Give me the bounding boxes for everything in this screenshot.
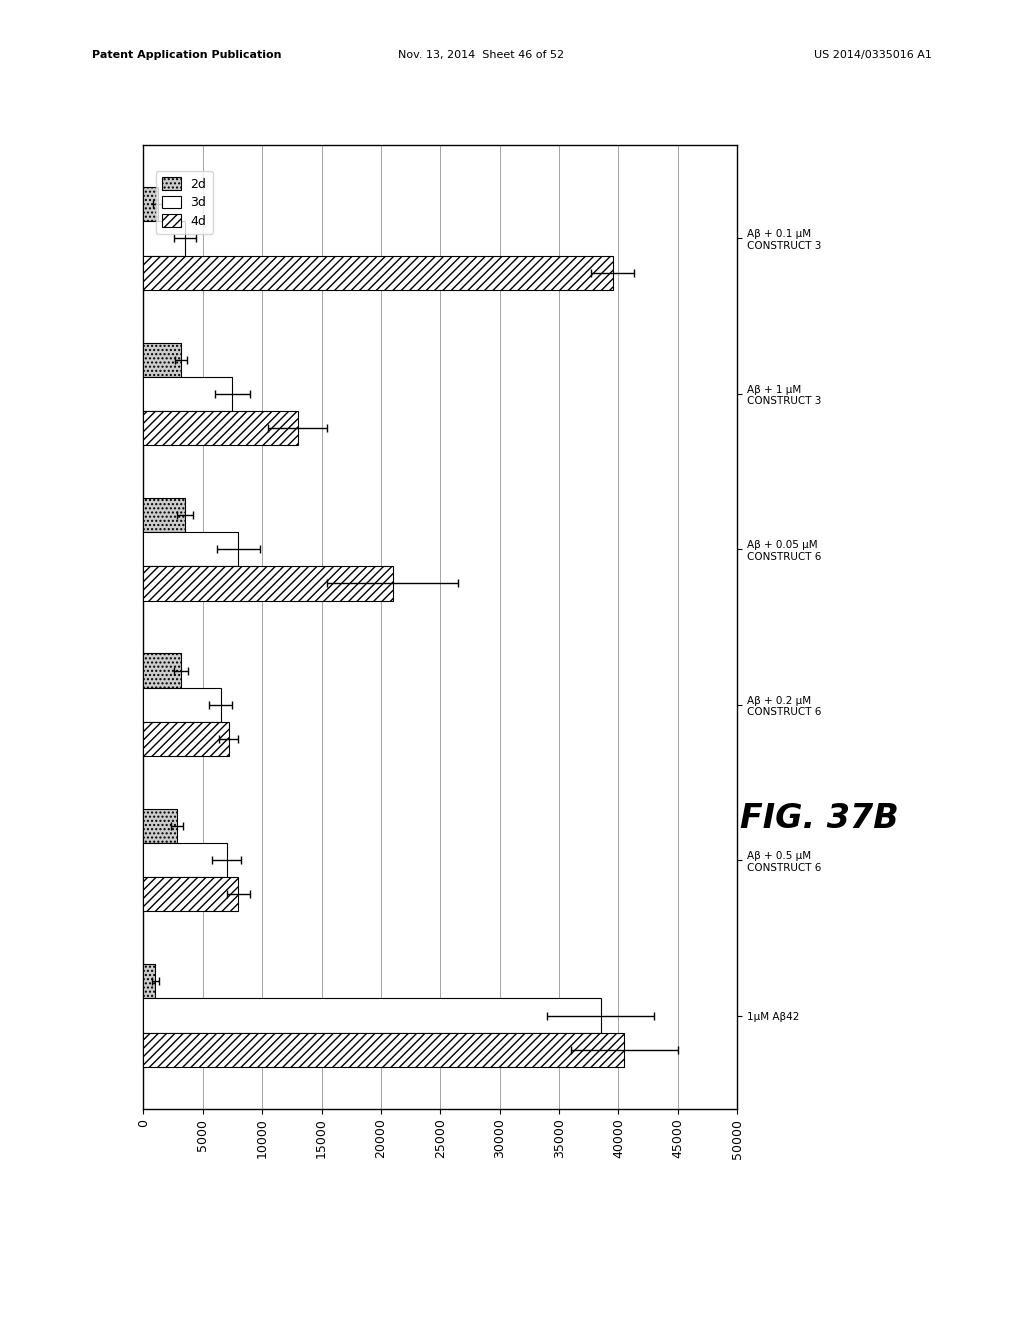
Bar: [143, 1032, 625, 1067]
Bar: [143, 187, 158, 222]
Bar: [143, 222, 185, 256]
Bar: [143, 878, 239, 911]
Legend: 2d, 3d, 4d: 2d, 3d, 4d: [156, 170, 213, 234]
Bar: [143, 843, 226, 878]
Bar: [143, 964, 156, 998]
Text: FIG. 37B: FIG. 37B: [739, 801, 899, 836]
Bar: [143, 653, 181, 688]
Bar: [143, 722, 229, 756]
Bar: [143, 343, 181, 376]
Bar: [143, 411, 298, 445]
Bar: [143, 688, 220, 722]
Text: US 2014/0335016 A1: US 2014/0335016 A1: [814, 50, 932, 61]
Bar: [143, 256, 612, 289]
Bar: [143, 998, 601, 1032]
Text: Patent Application Publication: Patent Application Publication: [92, 50, 282, 61]
Bar: [143, 532, 239, 566]
Text: Nov. 13, 2014  Sheet 46 of 52: Nov. 13, 2014 Sheet 46 of 52: [398, 50, 564, 61]
Bar: [143, 376, 232, 411]
Bar: [143, 809, 176, 843]
Bar: [143, 566, 393, 601]
Bar: [143, 498, 185, 532]
